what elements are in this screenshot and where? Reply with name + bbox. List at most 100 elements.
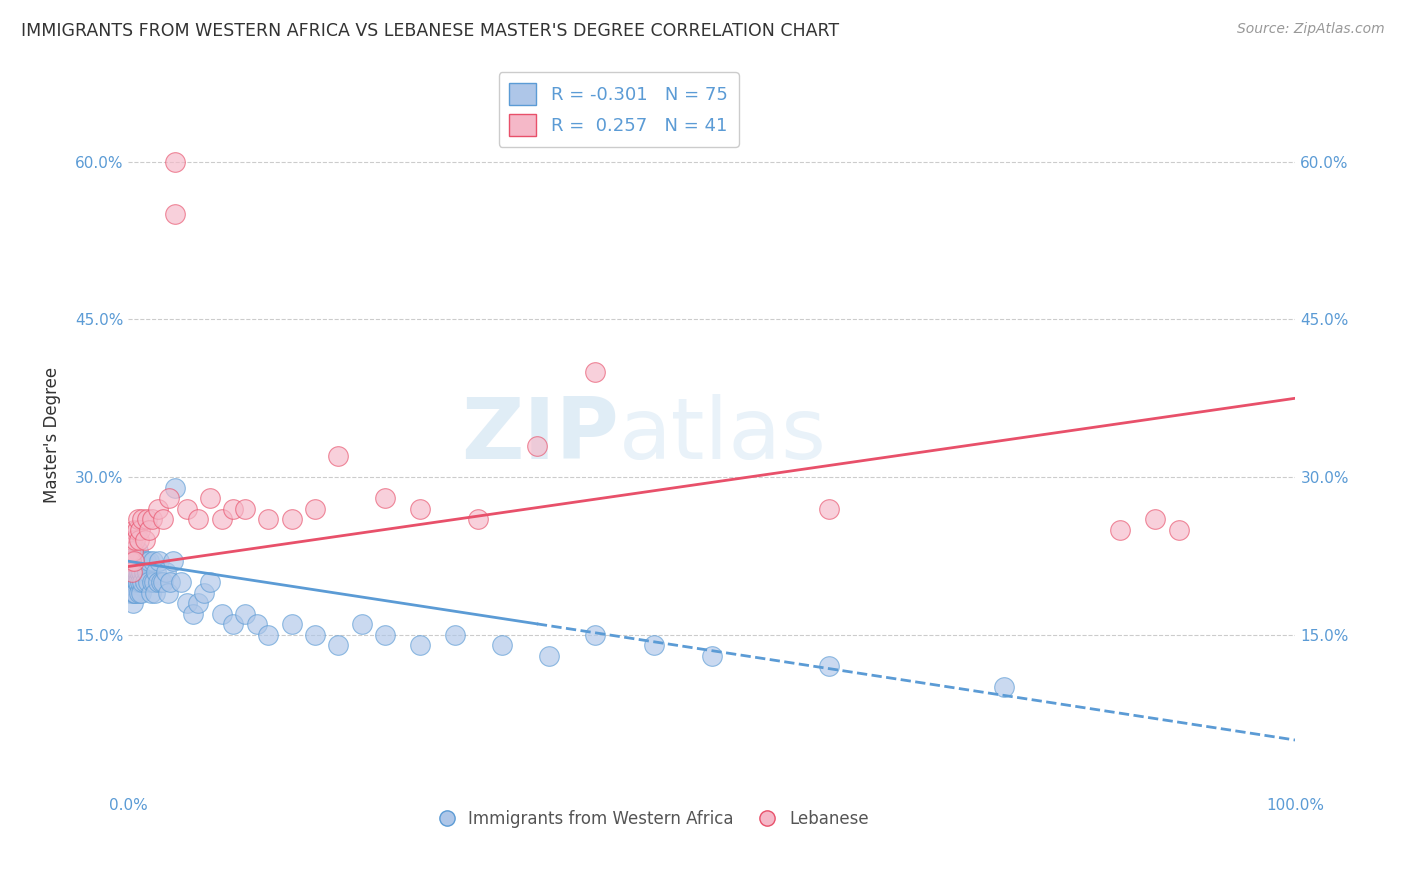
Point <box>162 554 184 568</box>
Point <box>526 439 548 453</box>
Point <box>181 607 204 621</box>
Point <box>122 596 145 610</box>
Point <box>125 565 148 579</box>
Point <box>328 639 350 653</box>
Point <box>222 617 245 632</box>
Point <box>142 554 165 568</box>
Point <box>129 586 152 600</box>
Point <box>129 523 152 537</box>
Point <box>444 628 467 642</box>
Point <box>139 586 162 600</box>
Point <box>124 554 146 568</box>
Point <box>165 481 187 495</box>
Point <box>152 575 174 590</box>
Point <box>211 607 233 621</box>
Point <box>583 365 606 379</box>
Point <box>281 512 304 526</box>
Point <box>143 586 166 600</box>
Point <box>122 523 145 537</box>
Point <box>138 554 160 568</box>
Point <box>643 639 665 653</box>
Point <box>131 575 153 590</box>
Text: ZIP: ZIP <box>461 393 619 476</box>
Point <box>121 533 143 548</box>
Point <box>131 554 153 568</box>
Point <box>817 659 839 673</box>
Point <box>135 554 157 568</box>
Point <box>127 575 149 590</box>
Point <box>141 512 163 526</box>
Point <box>211 512 233 526</box>
Point <box>170 575 193 590</box>
Point <box>700 648 723 663</box>
Point <box>257 628 280 642</box>
Point <box>152 512 174 526</box>
Point <box>198 575 221 590</box>
Point <box>993 681 1015 695</box>
Point <box>193 586 215 600</box>
Point <box>537 648 560 663</box>
Point <box>125 575 148 590</box>
Point <box>198 491 221 505</box>
Point <box>127 543 149 558</box>
Point <box>146 575 169 590</box>
Point <box>233 607 256 621</box>
Point <box>1167 523 1189 537</box>
Point <box>374 491 396 505</box>
Point <box>125 554 148 568</box>
Point <box>257 512 280 526</box>
Point <box>124 586 146 600</box>
Point <box>134 533 156 548</box>
Point <box>124 533 146 548</box>
Legend: Immigrants from Western Africa, Lebanese: Immigrants from Western Africa, Lebanese <box>432 803 876 834</box>
Point <box>187 596 209 610</box>
Point <box>233 501 256 516</box>
Point <box>121 586 143 600</box>
Point <box>148 554 170 568</box>
Point <box>350 617 373 632</box>
Point <box>304 628 326 642</box>
Point <box>150 575 173 590</box>
Point <box>409 639 432 653</box>
Point <box>374 628 396 642</box>
Point <box>145 565 167 579</box>
Point <box>120 575 142 590</box>
Point <box>138 523 160 537</box>
Point <box>118 586 141 600</box>
Point <box>122 554 145 568</box>
Point <box>118 565 141 579</box>
Point <box>141 575 163 590</box>
Point <box>122 575 145 590</box>
Point <box>165 154 187 169</box>
Point <box>118 543 141 558</box>
Point <box>246 617 269 632</box>
Point <box>817 501 839 516</box>
Point <box>187 512 209 526</box>
Point <box>157 586 180 600</box>
Point <box>222 501 245 516</box>
Point <box>165 207 187 221</box>
Point <box>128 533 150 548</box>
Point <box>134 575 156 590</box>
Point <box>159 575 181 590</box>
Point <box>129 565 152 579</box>
Point <box>155 565 177 579</box>
Point <box>122 554 145 568</box>
Point <box>143 575 166 590</box>
Point <box>136 565 159 579</box>
Point <box>122 543 145 558</box>
Point <box>131 512 153 526</box>
Point <box>491 639 513 653</box>
Point <box>125 523 148 537</box>
Point <box>129 575 152 590</box>
Text: IMMIGRANTS FROM WESTERN AFRICA VS LEBANESE MASTER'S DEGREE CORRELATION CHART: IMMIGRANTS FROM WESTERN AFRICA VS LEBANE… <box>21 22 839 40</box>
Text: Source: ZipAtlas.com: Source: ZipAtlas.com <box>1237 22 1385 37</box>
Y-axis label: Master's Degree: Master's Degree <box>44 367 60 503</box>
Point <box>121 565 143 579</box>
Point <box>328 449 350 463</box>
Text: atlas: atlas <box>619 393 827 476</box>
Point <box>129 554 152 568</box>
Point <box>1109 523 1132 537</box>
Point <box>127 512 149 526</box>
Point <box>121 565 143 579</box>
